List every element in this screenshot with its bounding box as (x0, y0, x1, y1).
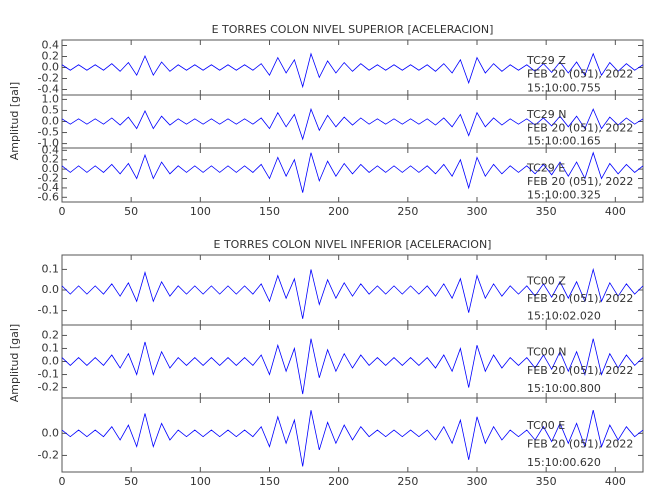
y-tick-label: 0.1 (42, 262, 60, 275)
x-tick-label: 250 (397, 205, 418, 218)
station-label: TC00 Z (526, 275, 566, 288)
waveform (61, 410, 644, 467)
x-tick-label: 400 (605, 475, 626, 488)
y-tick-label: 0.4 (42, 143, 60, 156)
date-label: FEB 20 (051), 2022 (527, 438, 633, 451)
trace-frame (61, 397, 644, 473)
y-tick-label: 0.5 (42, 103, 60, 116)
panel-title: E TORRES COLON NIVEL INFERIOR [ACELERACI… (214, 238, 492, 251)
x-tick-label: 300 (467, 205, 488, 218)
station-label: TC00 E (526, 419, 565, 432)
y-tick-label: 0.0 (42, 426, 60, 439)
x-tick-label: 50 (124, 205, 138, 218)
x-tick-label: 300 (467, 475, 488, 488)
x-tick-label: 0 (59, 475, 66, 488)
x-tick-label: 150 (259, 205, 280, 218)
y-axis-label: Amplitud [gal] (8, 324, 21, 402)
x-tick-label: 50 (124, 475, 138, 488)
y-tick-label: -0.5 (38, 126, 59, 139)
station-label: TC29 Z (526, 54, 566, 67)
time-label: 15:10:00.755 (527, 81, 601, 94)
waveform (61, 267, 644, 319)
waveform (61, 52, 644, 89)
y-tick-label: 0.0 (42, 61, 60, 74)
x-tick-label: 200 (328, 205, 349, 218)
y-tick-label: -0.6 (38, 190, 59, 203)
y-tick-label: -0.2 (38, 381, 59, 394)
y-tick-label: -0.1 (38, 304, 59, 317)
x-tick-label: 100 (190, 475, 211, 488)
date-label: FEB 20 (051), 2022 (527, 121, 633, 134)
y-tick-label: 0.2 (42, 328, 60, 341)
y-tick-label: -0.2 (38, 448, 59, 461)
x-tick-label: 250 (397, 475, 418, 488)
time-label: 15:10:02.020 (527, 310, 601, 323)
y-tick-label: -1.0 (38, 137, 59, 150)
y-axis-label: Amplitud [gal] (8, 82, 21, 160)
date-label: FEB 20 (051), 2022 (527, 68, 633, 81)
date-label: FEB 20 (051), 2022 (527, 175, 633, 188)
waveform (61, 107, 644, 141)
y-tick-label: 0.0 (42, 355, 60, 368)
station-label: TC00 N (526, 346, 566, 359)
date-label: FEB 20 (051), 2022 (527, 364, 633, 377)
trace-frame (61, 147, 644, 203)
x-tick-label: 350 (536, 475, 557, 488)
x-tick-label: 150 (259, 475, 280, 488)
waveform (61, 151, 644, 193)
y-tick-label: 1.0 (42, 92, 60, 105)
time-label: 15:10:00.325 (527, 189, 601, 202)
y-tick-label: 0.0 (42, 115, 60, 128)
time-label: 15:10:00.165 (527, 135, 601, 148)
x-tick-label: 350 (536, 205, 557, 218)
station-label: TC29 E (526, 162, 565, 175)
time-label: 15:10:00.800 (527, 382, 601, 395)
y-tick-label: -0.2 (38, 72, 59, 85)
date-label: FEB 20 (051), 2022 (527, 292, 633, 305)
y-tick-label: 0.4 (42, 39, 60, 52)
panel-title: E TORRES COLON NIVEL SUPERIOR [ACELERACI… (212, 23, 494, 36)
x-tick-label: 0 (59, 205, 66, 218)
y-tick-label: 0.0 (42, 162, 60, 175)
time-label: 15:10:00.620 (527, 456, 601, 469)
y-tick-label: 0.1 (42, 341, 60, 354)
y-tick-label: 0.2 (42, 50, 60, 63)
y-tick-label: -0.1 (38, 368, 59, 381)
x-tick-label: 400 (605, 205, 626, 218)
x-tick-label: 100 (190, 205, 211, 218)
y-tick-label: -0.4 (38, 83, 59, 96)
station-label: TC29 N (526, 108, 566, 121)
y-tick-label: 0.0 (42, 283, 60, 296)
y-tick-label: -0.4 (38, 181, 59, 194)
y-tick-label: -0.2 (38, 172, 59, 185)
waveform (61, 338, 644, 395)
x-tick-label: 200 (328, 475, 349, 488)
y-tick-label: 0.2 (42, 153, 60, 166)
